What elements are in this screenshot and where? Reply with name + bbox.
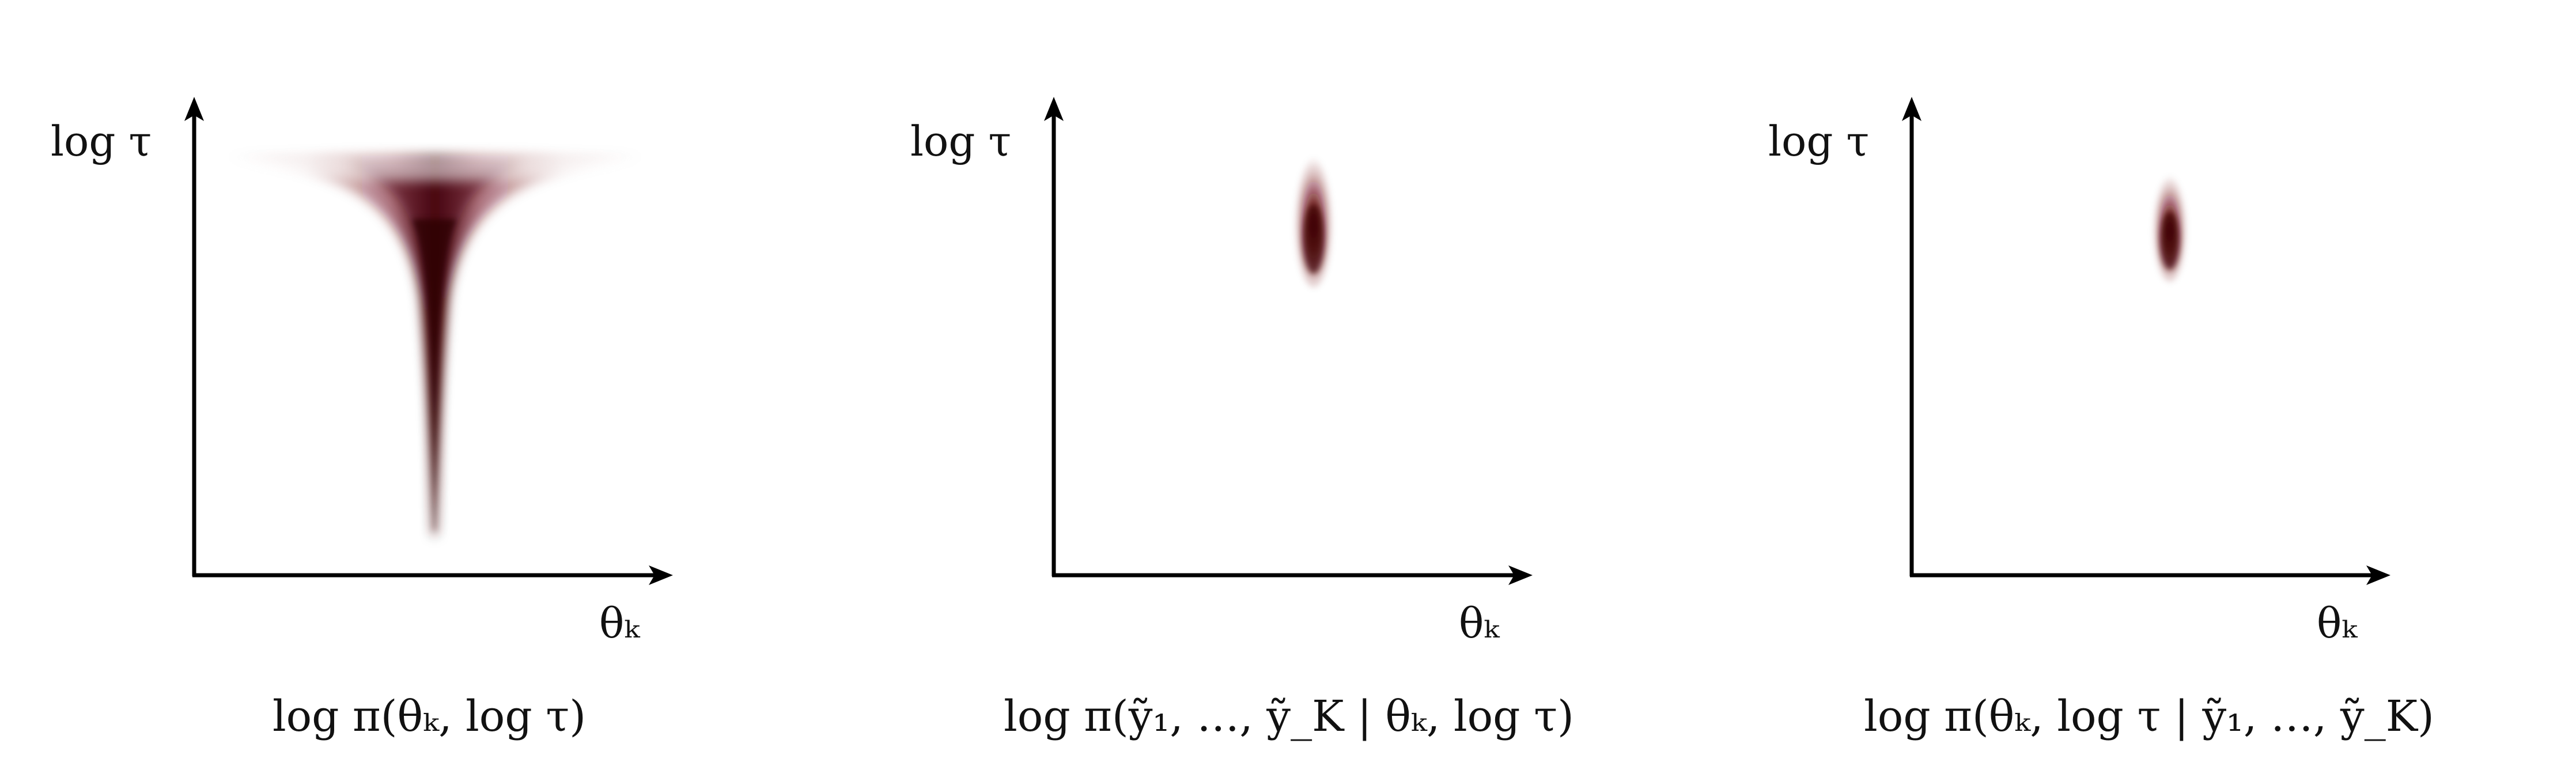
panel-prior: log τ θₖ log π(θₖ, log τ)	[51, 97, 673, 741]
y-axis-arrow	[184, 97, 204, 121]
y-axis-arrow	[1044, 97, 1064, 121]
x-axis-arrow	[2366, 565, 2390, 585]
panel-posterior: log τ θₖ log π(θₖ, log τ | ỹ₁, …, ỹ_K)	[1768, 97, 2434, 741]
axes	[184, 97, 673, 585]
x-axis-arrow	[1508, 565, 1533, 585]
y-axis-arrow	[1902, 97, 1921, 121]
y-axis-label: log τ	[51, 117, 152, 165]
y-axis-label: log τ	[910, 117, 1011, 165]
x-axis-label: θₖ	[599, 599, 640, 647]
axes	[1902, 97, 2390, 585]
panel-caption: log π(θₖ, log τ | ỹ₁, …, ỹ_K)	[1864, 692, 2434, 741]
axes	[1044, 97, 1533, 585]
likelihood-density	[1294, 150, 1333, 288]
panel-caption: log π(ỹ₁, …, ỹ_K | θₖ, log τ)	[1004, 692, 1574, 741]
funnel-density	[219, 153, 651, 536]
y-axis-label: log τ	[1768, 117, 1869, 165]
posterior-density	[2153, 169, 2187, 282]
panel-caption: log π(θₖ, log τ)	[273, 692, 586, 741]
panel-likelihood: log τ θₖ log π(ỹ₁, …, ỹ_K | θₖ, log τ)	[910, 97, 1574, 741]
x-axis-arrow	[649, 565, 673, 585]
x-axis-label: θₖ	[1459, 599, 1500, 647]
x-axis-label: θₖ	[2317, 599, 2358, 647]
